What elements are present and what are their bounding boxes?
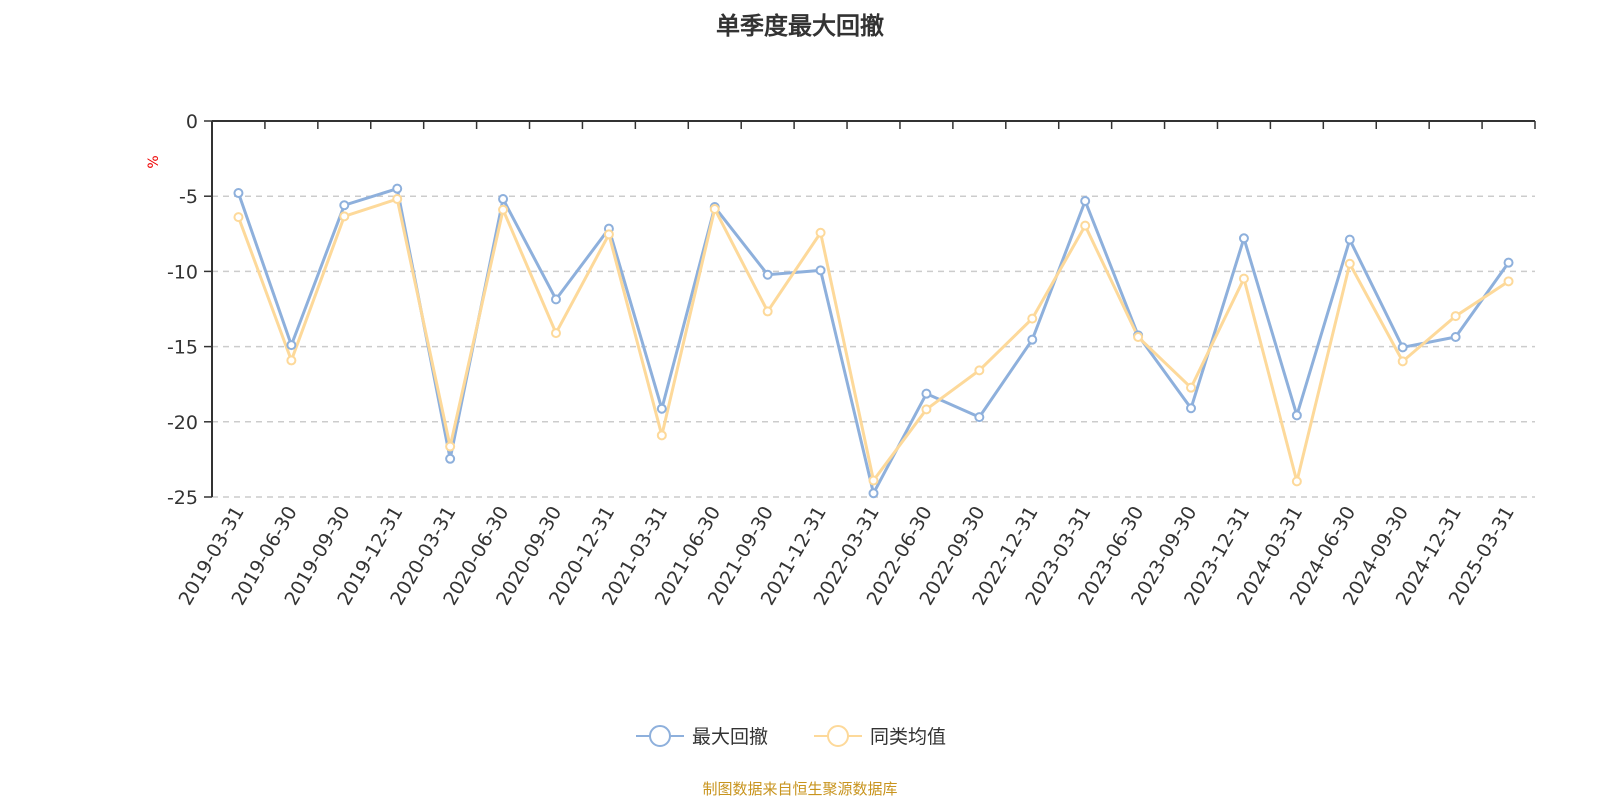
data-point [603,229,614,240]
data-point [656,430,667,441]
legend-label: 同类均值 [870,726,946,748]
data-point [286,340,297,351]
y-tick-label: 0 [186,111,198,133]
data-point [1133,331,1144,342]
data-point [709,203,720,214]
data-point [445,453,456,464]
data-point [445,441,456,452]
data-point [550,294,561,305]
y-tick-label: -20 [167,412,198,434]
legend-label: 最大回撤 [692,726,768,748]
data-point [498,204,509,215]
y-tick-label: -15 [167,337,198,359]
data-point [392,183,403,194]
data-point [921,388,932,399]
data-point [656,403,667,414]
data-point [1186,403,1197,414]
data-point [1080,220,1091,231]
data-point [1344,258,1355,269]
data-point [1450,331,1461,342]
data-point [1503,257,1514,268]
data-point [1397,342,1408,353]
y-tick-label: -25 [167,487,198,509]
data-point [233,212,244,223]
data-point [762,269,773,280]
data-point [498,194,509,205]
y-axis-label: % [146,155,162,168]
data-point [392,194,403,205]
data-point [233,188,244,199]
data-point [1186,382,1197,393]
data-point [762,306,773,317]
data-point [1397,356,1408,367]
data-point [815,265,826,276]
data-point [1344,234,1355,245]
data-point [1450,311,1461,322]
chart-title: 单季度最大回撤 [716,12,884,40]
data-point [1238,273,1249,284]
data-point [339,200,350,211]
data-point [339,211,350,222]
data-source-note: 制图数据来自恒生聚源数据库 [702,780,898,798]
y-tick-label: -5 [179,186,198,208]
data-point [1291,476,1302,487]
data-point [1503,276,1514,287]
data-point [974,365,985,376]
data-point [1027,313,1038,324]
data-point [868,488,879,499]
data-point [815,227,826,238]
legend-marker [827,725,849,747]
legend-marker [649,725,671,747]
data-point [550,328,561,339]
data-point [1027,334,1038,345]
data-point [921,404,932,415]
data-point [1080,196,1091,207]
data-point [286,355,297,366]
data-point [868,475,879,486]
data-point [1291,410,1302,421]
data-point [1238,233,1249,244]
data-point [974,412,985,423]
y-tick-label: -10 [167,261,198,283]
